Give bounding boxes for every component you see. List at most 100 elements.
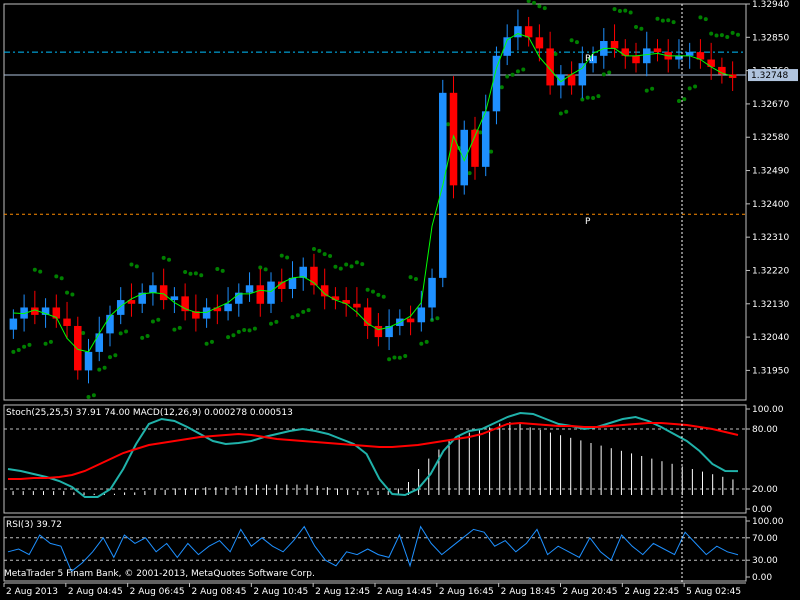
ma-line	[13, 33, 733, 353]
price-tick-label: 1.32400	[752, 200, 789, 210]
candle-body	[31, 307, 39, 315]
psar-dot	[156, 317, 161, 322]
psar-dot	[172, 327, 177, 332]
price-tick-label: 1.32580	[752, 133, 789, 143]
psar-dot	[526, 0, 531, 4]
candle-body	[632, 55, 640, 64]
psar-dot	[48, 339, 53, 344]
candle-body	[159, 285, 168, 301]
candle-body	[116, 300, 125, 315]
candle-body	[170, 296, 179, 301]
panel-frame	[3, 516, 747, 582]
psar-dot	[585, 95, 590, 100]
psar-dot	[97, 367, 102, 372]
candle-body	[224, 303, 232, 312]
psar-dot	[183, 269, 188, 274]
psar-dot	[698, 15, 703, 20]
price-levels	[4, 51, 746, 215]
stoch-macd-panel: 100.00 80.00 20.00 0.00	[4, 405, 784, 515]
psar-dot	[564, 109, 569, 114]
candle-body	[192, 311, 200, 319]
psar-dot	[32, 267, 37, 272]
psar-dot	[231, 333, 236, 338]
psar-dot	[505, 74, 510, 79]
psar-dot	[671, 20, 676, 25]
rsi-tick-label: 30.00	[752, 556, 778, 566]
psar-dot	[736, 32, 740, 37]
psar-dot	[354, 260, 359, 265]
time-tick-label: 2 Aug 14:45	[377, 587, 432, 597]
psar-dot	[65, 290, 70, 295]
psar-dot	[591, 96, 596, 101]
psar-dot	[725, 34, 730, 39]
psar-dot	[574, 40, 579, 45]
psar-dot	[617, 9, 622, 14]
price-tick-label: 1.32130	[752, 300, 789, 310]
candle-body	[213, 307, 222, 312]
candle-body	[718, 66, 726, 75]
psar-dot	[467, 171, 472, 176]
candle-body	[546, 48, 554, 86]
current-price-label: 1.32748	[751, 71, 788, 81]
stoch-tick-label: 0.00	[752, 505, 772, 515]
candle-body	[181, 296, 189, 312]
psar-dot	[188, 271, 193, 276]
psar-dot	[580, 97, 585, 102]
psar-dot	[478, 130, 483, 135]
psar-dot	[113, 353, 118, 358]
candle-body	[621, 48, 630, 56]
psar-dot	[419, 341, 424, 346]
psar-dot	[215, 266, 220, 271]
psar-dot	[344, 262, 349, 267]
psar-dot	[134, 264, 139, 269]
stoch-signal-line	[8, 421, 739, 480]
candle-body	[417, 307, 426, 323]
psar-dot	[365, 287, 370, 292]
candle-body	[256, 285, 265, 304]
candle-body	[9, 318, 18, 330]
stoch-main-line	[7, 411, 739, 498]
price-tick-label: 1.31950	[752, 366, 789, 376]
time-tick-label: 2 Aug 22:45	[624, 587, 679, 597]
psar-dot	[601, 72, 606, 77]
psar-dot	[306, 308, 311, 313]
candle-body	[288, 277, 297, 289]
psar-dot	[301, 309, 306, 314]
psar-dot	[43, 341, 48, 346]
psar-dot	[569, 38, 574, 43]
rsi-tick-label: 0.00	[752, 573, 772, 583]
psar-dot	[204, 341, 209, 346]
psar-dot	[381, 294, 386, 299]
candle-body	[299, 266, 307, 278]
psar-dot	[279, 253, 284, 258]
candle-body	[342, 300, 350, 304]
price-tick-label: 1.32310	[752, 233, 789, 243]
psar-dot	[81, 331, 86, 336]
psar-dot	[387, 357, 392, 362]
psar-dot	[703, 17, 708, 22]
candle-body	[642, 48, 651, 64]
candle-body	[578, 63, 587, 86]
annotations: Rl P	[585, 54, 594, 227]
candle-body	[696, 52, 705, 60]
price-tick-label: 1.32850	[752, 33, 789, 43]
psar-dot	[285, 255, 290, 260]
psar-dot	[360, 262, 365, 267]
price-tick-label: 1.32670	[752, 100, 789, 110]
psar-dot	[542, 6, 547, 11]
psar-dot	[258, 265, 263, 270]
psar-dot	[59, 276, 64, 281]
psar-dot	[220, 268, 225, 273]
psar-dot	[322, 252, 327, 257]
panel-frames	[3, 3, 747, 584]
time-tick-label: 2 Aug 10:45	[253, 587, 308, 597]
candle-body	[363, 307, 372, 326]
stoch-macd-title: Stoch(25,25,5) 37.91 74.00 MACD(12,26,9)…	[6, 408, 293, 418]
candle-body	[653, 48, 662, 53]
candle-body	[106, 314, 114, 334]
candle-body	[320, 285, 329, 297]
psar-dot	[537, 4, 542, 9]
time-tick-label: 2 Aug 04:45	[68, 587, 123, 597]
